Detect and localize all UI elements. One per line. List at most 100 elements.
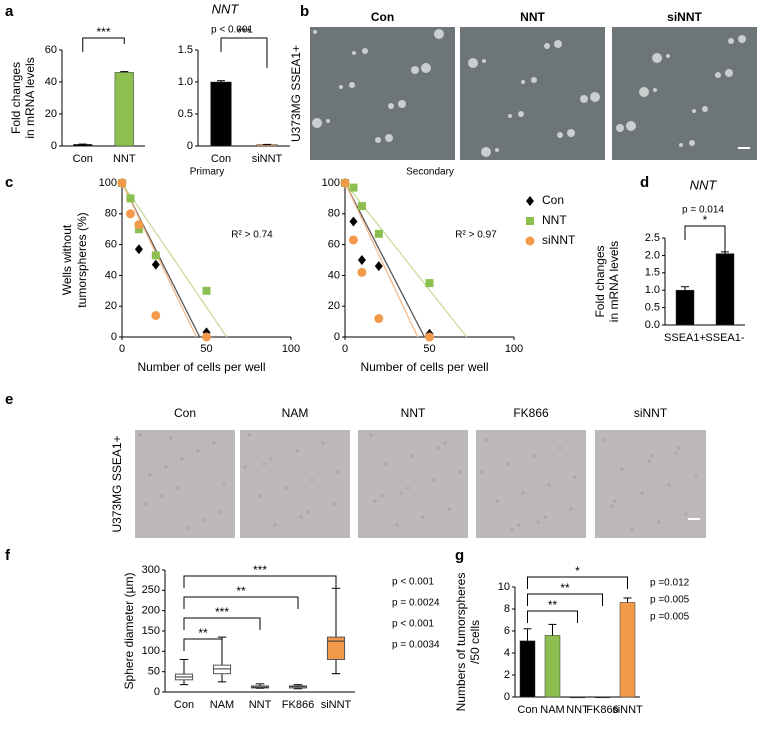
cell [590,92,600,102]
point [348,235,358,245]
cell [380,494,384,498]
cell [312,118,322,128]
point [425,332,434,342]
y-tick-label: 20 [105,300,117,312]
scale-bar [688,518,700,520]
cell [421,63,431,73]
x-tick-label: 100 [505,343,523,355]
cell [373,499,377,503]
y-tick-label: 150 [142,625,160,637]
bar [256,144,278,147]
x-tick-label: NAM [210,699,234,711]
cell [169,436,173,440]
y-tick-label: 2.5 [645,232,660,244]
cell [222,481,226,485]
x-tick-label: FK866 [586,704,618,716]
bracket [527,593,603,606]
cell [384,462,388,466]
cell [689,140,695,146]
point [357,255,366,265]
cell [657,520,661,524]
bar [594,696,611,699]
y-tick-label: 2.0 [645,249,660,261]
point [425,279,434,288]
x-tick-label: SSEA1- [705,332,744,344]
bracket [527,576,628,589]
point [374,314,384,324]
bar [569,696,586,699]
cell [677,446,681,450]
x-tick-label: Con [174,699,194,711]
cell [543,515,547,519]
y-axis-label: /50 cells [468,620,482,664]
cell [349,82,355,88]
cell [284,486,288,490]
annotation: R² > 0.97 [455,230,497,241]
cell [508,114,512,118]
bracket [183,617,261,630]
point [134,220,144,230]
x-tick-label: 0 [342,343,348,355]
point [126,194,135,203]
significance: *** [96,25,110,39]
bracket [82,37,125,52]
box [326,636,346,660]
scale-bar [738,147,750,149]
x-tick-label: 50 [423,343,435,355]
point [151,251,160,260]
cell [652,53,662,63]
cell [159,494,163,498]
cell [610,504,614,508]
bar [114,72,134,147]
y-tick-label: 0 [51,140,57,152]
significance: ** [548,598,558,612]
panel-label: a [5,3,14,20]
cell [640,491,644,495]
point [151,310,161,320]
micrograph [310,27,455,160]
y-tick-label: 200 [142,605,160,617]
cell [626,121,636,131]
cell [630,528,634,532]
x-tick-label: siNNT [612,704,643,716]
legend-label: NNT [542,213,567,227]
legend-marker [526,196,534,206]
cell [295,449,299,453]
cell [674,451,678,455]
bracket [527,610,578,623]
cell [410,454,414,458]
annotation: p < 0.001 [211,25,253,36]
chart-title: Secondary [406,167,454,178]
significance: * [575,564,580,578]
cell [554,40,562,48]
y-tick-label: 100 [99,177,117,189]
image-label: Con [174,406,196,420]
panel-label: e [5,391,13,408]
y-tick-label: 0.0 [645,319,660,331]
y-axis-label: Numbers of tumorspheres [454,573,468,712]
cell [138,433,142,437]
x-tick-label: NNT [113,153,136,165]
y-axis-label: Fold changes [9,62,23,134]
significance: *** [253,563,267,577]
x-tick-label: NAM [540,704,564,716]
cell [653,88,657,92]
point [357,202,366,211]
micrograph [240,430,350,538]
cell [243,465,247,469]
cell [569,507,573,511]
cell [385,134,393,142]
bar [210,81,232,147]
point [117,178,127,188]
cell [738,35,746,43]
x-tick-label: Con [211,153,231,165]
x-tick-label: Con [517,704,537,716]
cell [399,491,403,495]
cell [536,520,540,524]
cell [573,475,577,479]
cell [532,454,536,458]
y-tick-label: 250 [142,584,160,596]
y-tick-label: 1.5 [178,44,193,56]
point [349,216,358,227]
